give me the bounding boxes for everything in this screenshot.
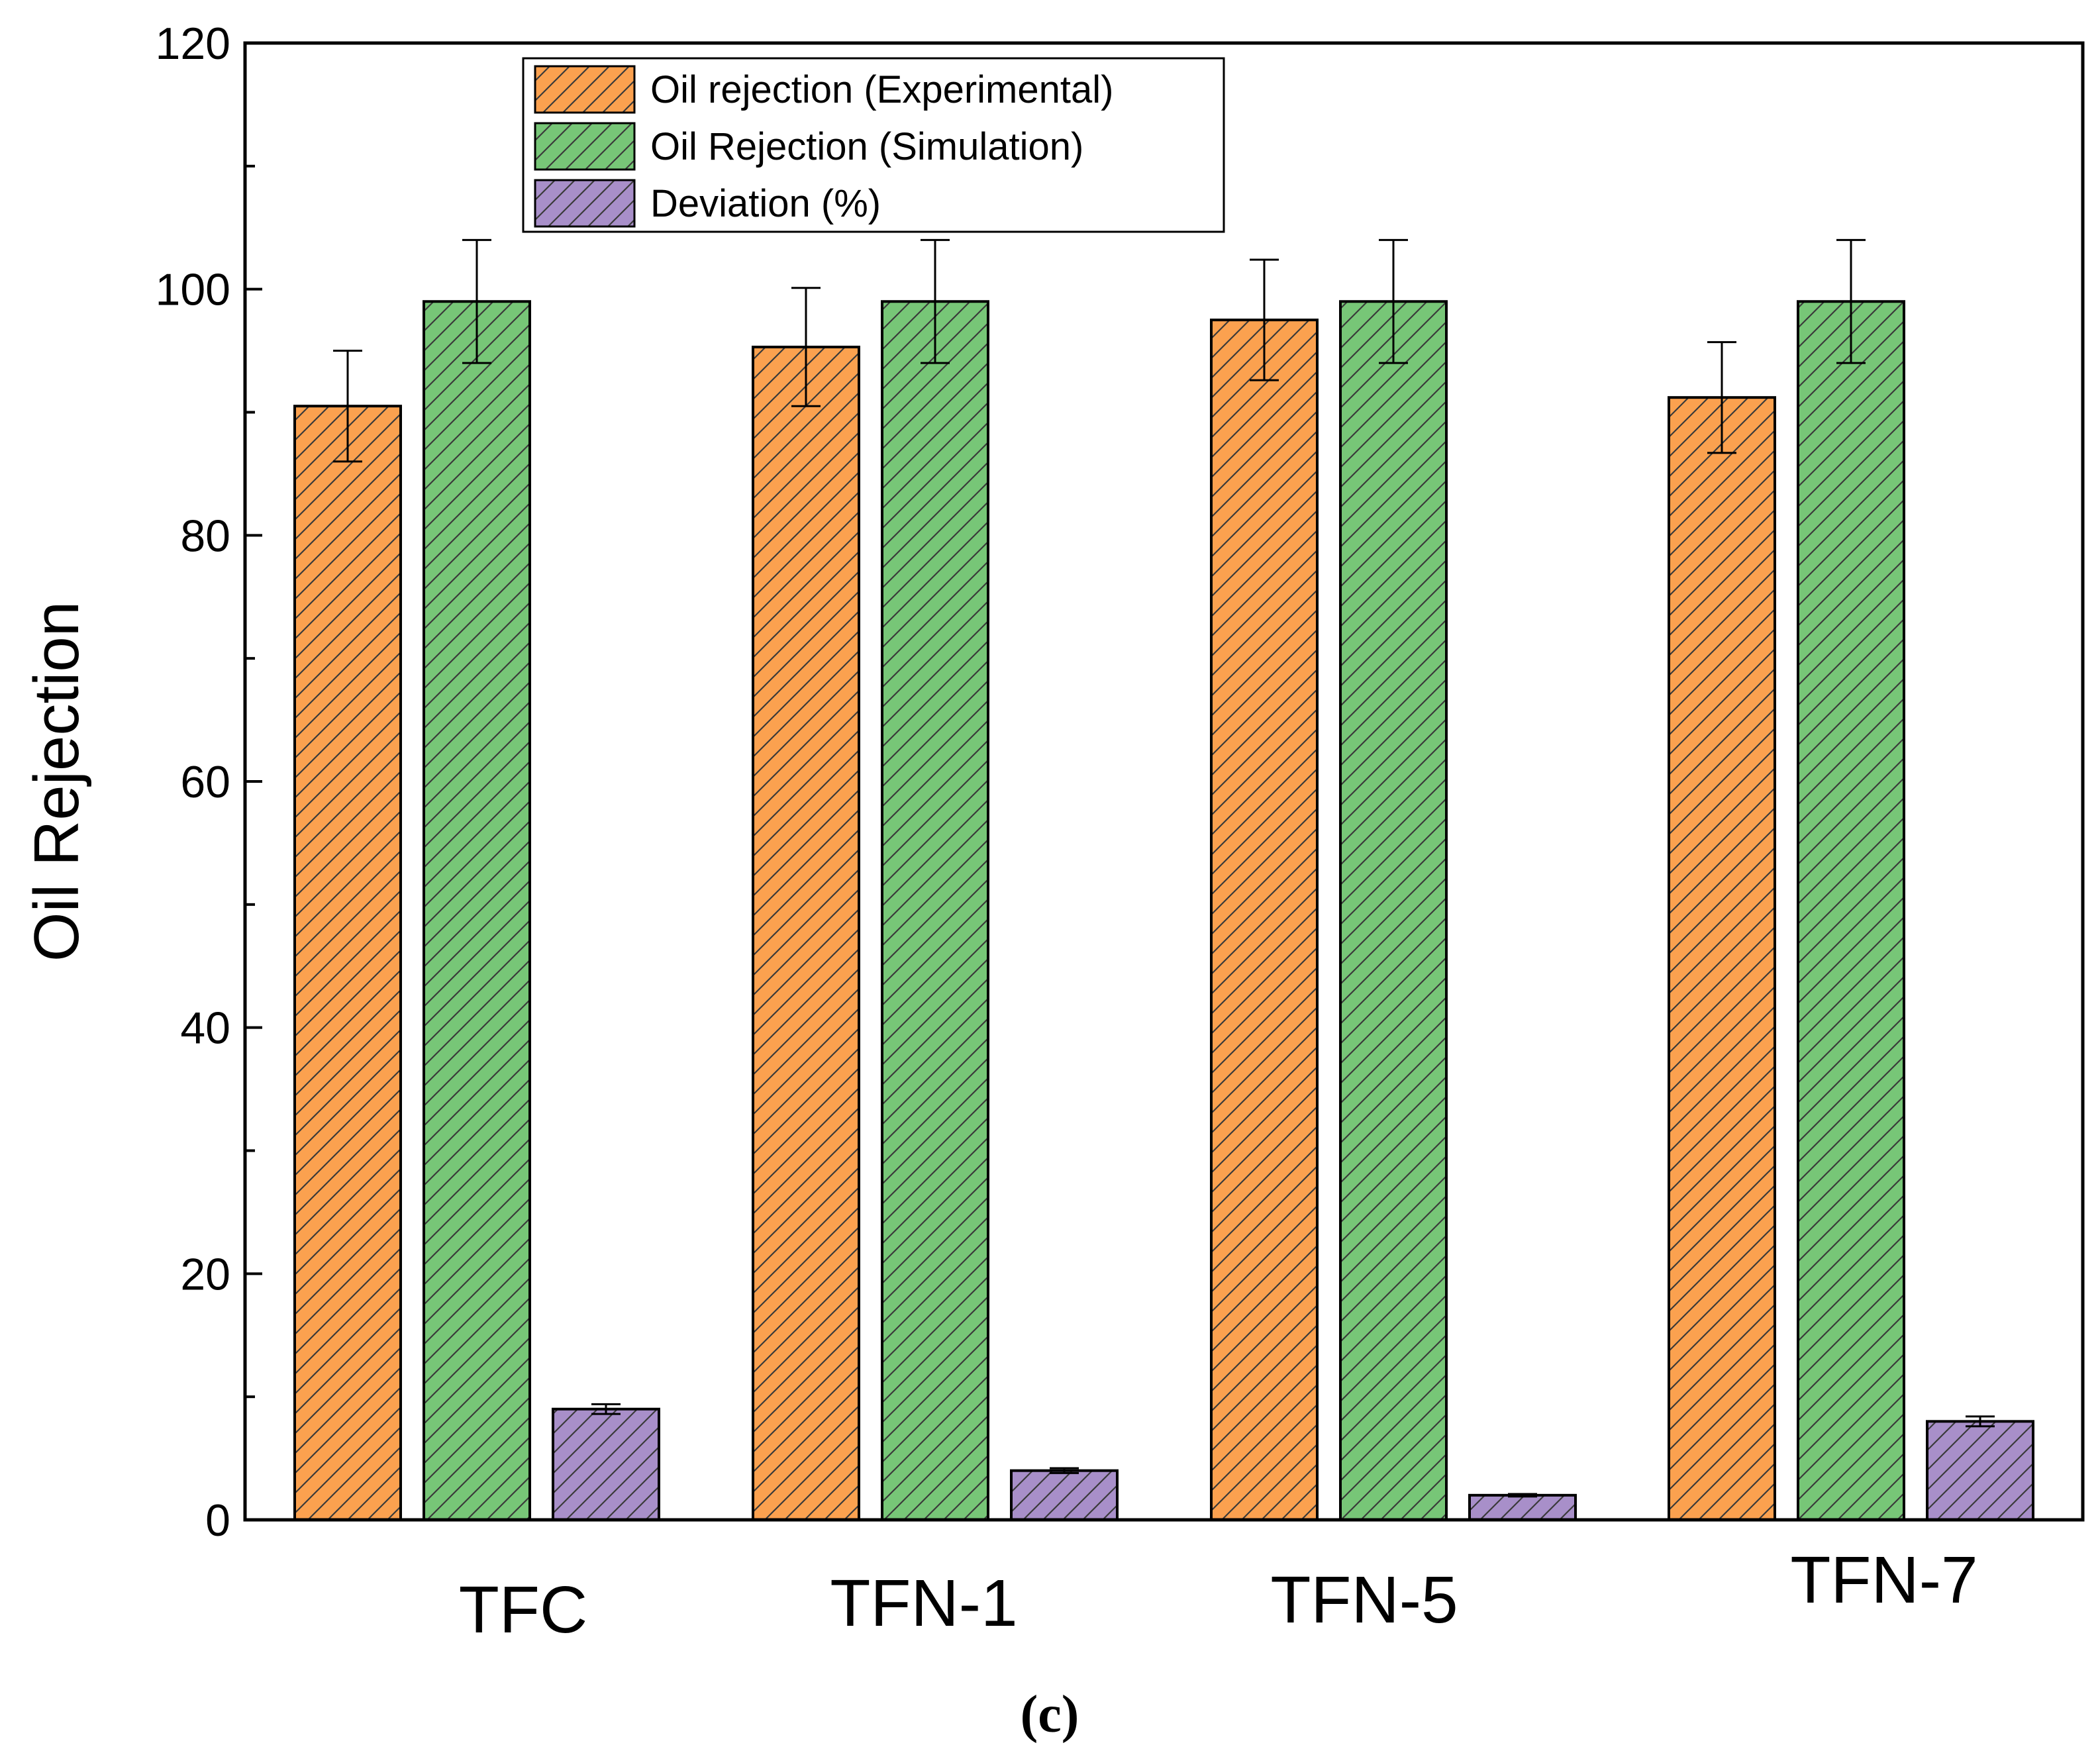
bar-tfn-5-1 [1210, 258, 1319, 1521]
y-tick-label: 40 [180, 1003, 230, 1054]
axes-layer: 0 20 40 60 80 100 120 TFC TFN-1 TFN-5 TFN-7 [156, 19, 2085, 1647]
y-tick-label: 0 [205, 1495, 230, 1546]
bar-hatch [1339, 300, 1448, 1521]
legend-item: Oil rejection (Experimental) [534, 65, 1113, 114]
x-category-label: TFC [459, 1573, 587, 1647]
bar-tfn-7-3 [1926, 1415, 2034, 1521]
bar-tfc-1 [293, 350, 402, 1521]
x-category-label: TFN-1 [830, 1566, 1017, 1640]
bar-hatch [881, 300, 989, 1521]
bar-hatch [293, 405, 402, 1521]
legend-label: Deviation (%) [650, 182, 881, 225]
x-category-label: TFN-7 [1790, 1543, 1977, 1617]
bars-layer [293, 238, 2034, 1522]
legend-swatch-hatch [534, 65, 636, 114]
x-category-label: TFN-5 [1270, 1563, 1458, 1637]
legend-label: Oil rejection (Experimental) [650, 68, 1113, 111]
bar-tfn-1-1 [752, 287, 860, 1522]
bar-tfn-1-2 [881, 238, 989, 1521]
bar-hatch [752, 346, 860, 1522]
legend-item: Oil Rejection (Simulation) [534, 122, 1083, 171]
bar-hatch [552, 1407, 660, 1521]
bar-tfn-7-1 [1668, 341, 1776, 1522]
panel-label: (c) [1021, 1685, 1079, 1744]
bar-hatch [1797, 300, 1905, 1521]
legend-item: Deviation (%) [534, 179, 881, 228]
bar-hatch [1926, 1420, 2034, 1521]
bar-tfn-5-2 [1339, 238, 1448, 1521]
bar-tfn-5-3 [1468, 1493, 1577, 1521]
bar-hatch [423, 300, 531, 1521]
legend-swatch-hatch [534, 179, 636, 228]
legend-swatch-hatch [534, 122, 636, 171]
legend-label: Oil Rejection (Simulation) [650, 125, 1083, 168]
y-tick-label: 20 [180, 1249, 230, 1299]
bar-hatch [1210, 319, 1319, 1521]
y-tick-label: 100 [156, 265, 230, 315]
legend: Oil rejection (Experimental) Oil Rejectio… [522, 57, 1225, 233]
bar-tfc-2 [423, 238, 531, 1521]
legend-box [522, 57, 1225, 233]
y-tick-label: 60 [180, 757, 230, 807]
bar-hatch [1010, 1469, 1119, 1522]
y-tick-label: 80 [180, 511, 230, 561]
bar-tfc-3 [552, 1403, 660, 1521]
bar-tfn-7-2 [1797, 238, 1905, 1521]
bar-tfn-1-3 [1010, 1467, 1119, 1522]
bar-hatch [1468, 1493, 1577, 1521]
y-axis-label: Oil Rejection [21, 601, 92, 962]
y-tick-label: 120 [156, 19, 230, 69]
bar-hatch [1668, 396, 1776, 1522]
